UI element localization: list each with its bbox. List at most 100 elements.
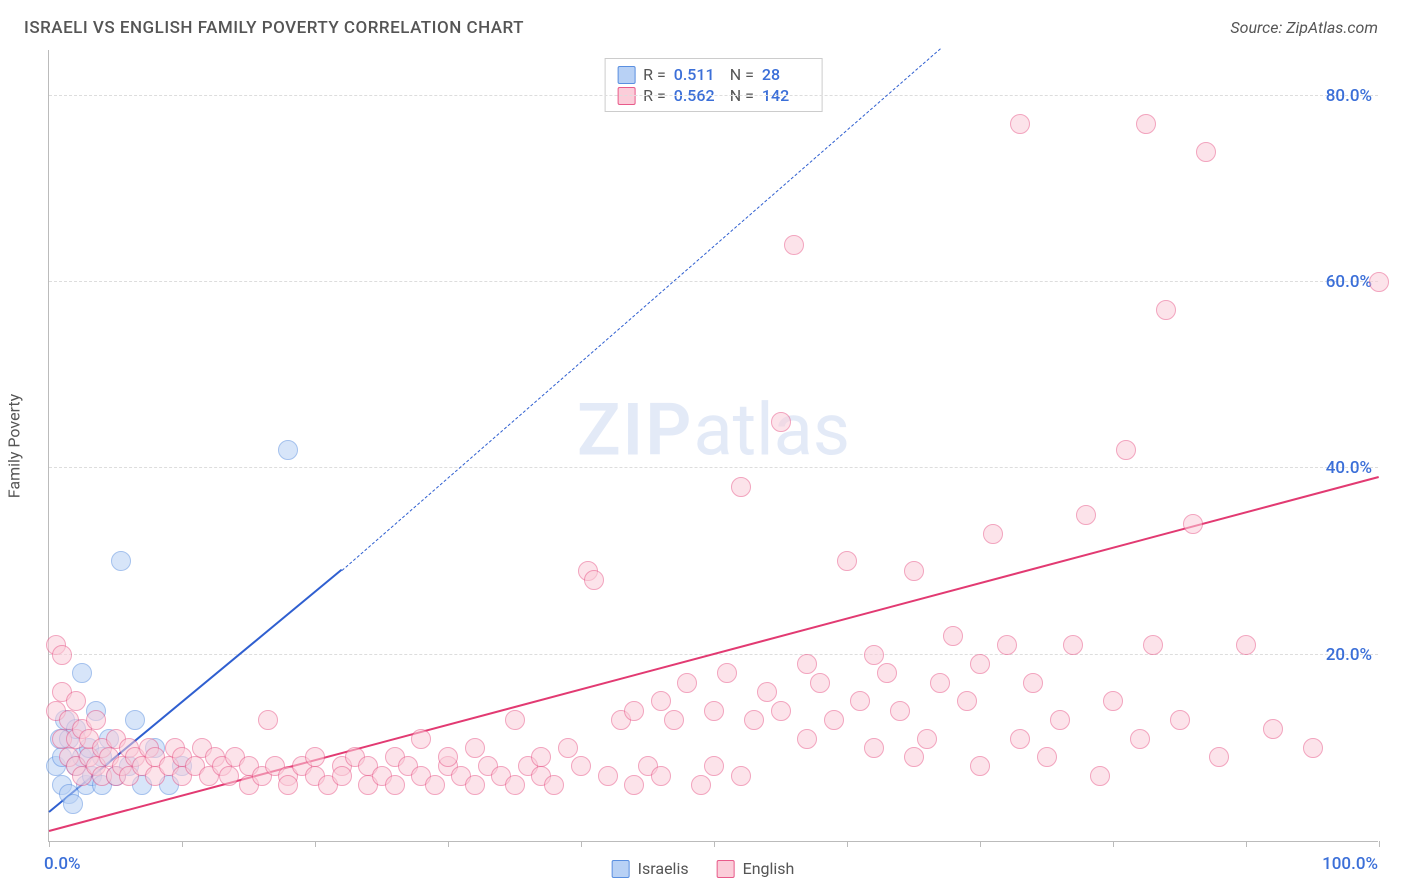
- data-marker: [531, 747, 551, 767]
- gridline: [49, 467, 1378, 468]
- data-marker: [411, 729, 431, 749]
- data-marker: [278, 775, 298, 795]
- data-marker: [624, 775, 644, 795]
- x-tick: [847, 841, 848, 847]
- data-marker: [544, 775, 564, 795]
- legend-swatch: [612, 860, 630, 878]
- y-tick-label: 80.0%: [1326, 86, 1372, 106]
- legend-swatch: [717, 860, 735, 878]
- data-marker: [904, 747, 924, 767]
- data-marker: [864, 738, 884, 758]
- y-axis-label: Family Poverty: [5, 394, 24, 498]
- data-marker: [824, 710, 844, 730]
- data-marker: [864, 645, 884, 665]
- data-marker: [717, 663, 737, 683]
- data-marker: [877, 663, 897, 683]
- x-tick: [315, 841, 316, 847]
- legend-stats-panel: R =0.511N =28R =0.562N =142: [604, 58, 823, 112]
- data-marker: [1130, 729, 1150, 749]
- watermark-atlas: atlas: [693, 387, 850, 472]
- data-marker: [890, 701, 910, 721]
- data-marker: [837, 551, 857, 571]
- legend-stats-row: R =0.511N =28: [617, 65, 810, 84]
- x-tick: [1113, 841, 1114, 847]
- data-marker: [691, 775, 711, 795]
- legend-item: English: [717, 859, 795, 878]
- data-marker: [111, 551, 131, 571]
- data-marker: [1090, 766, 1110, 786]
- data-marker: [1236, 635, 1256, 655]
- data-marker: [505, 710, 525, 730]
- data-marker: [63, 794, 83, 814]
- data-marker: [757, 682, 777, 702]
- data-marker: [1037, 747, 1057, 767]
- x-tick: [581, 841, 582, 847]
- data-marker: [731, 766, 751, 786]
- watermark: ZIPatlas: [577, 387, 850, 472]
- data-marker: [771, 412, 791, 432]
- data-marker: [305, 747, 325, 767]
- data-marker: [465, 738, 485, 758]
- data-marker: [771, 701, 791, 721]
- data-marker: [1023, 673, 1043, 693]
- data-marker: [1183, 514, 1203, 534]
- data-marker: [651, 766, 671, 786]
- data-marker: [1136, 114, 1156, 134]
- data-marker: [784, 235, 804, 255]
- x-tick: [1379, 841, 1380, 847]
- data-marker: [1010, 729, 1030, 749]
- data-marker: [704, 756, 724, 776]
- data-marker: [1170, 710, 1190, 730]
- data-marker: [425, 775, 445, 795]
- data-marker: [1116, 440, 1136, 460]
- data-marker: [1303, 738, 1323, 758]
- data-marker: [598, 766, 618, 786]
- data-marker: [983, 524, 1003, 544]
- watermark-zip: ZIP: [577, 387, 693, 472]
- y-tick-label: 40.0%: [1326, 458, 1372, 478]
- data-marker: [1076, 505, 1096, 525]
- x-tick: [182, 841, 183, 847]
- data-marker: [66, 691, 86, 711]
- data-marker: [731, 477, 751, 497]
- n-label: N =: [730, 65, 754, 84]
- chart-title: ISRAELI VS ENGLISH FAMILY POVERTY CORREL…: [24, 18, 524, 38]
- data-marker: [651, 691, 671, 711]
- data-marker: [332, 766, 352, 786]
- data-marker: [970, 756, 990, 776]
- x-tick: [714, 841, 715, 847]
- data-marker: [850, 691, 870, 711]
- data-marker: [505, 775, 525, 795]
- data-marker: [584, 570, 604, 590]
- legend-bottom: Israelis English: [612, 859, 795, 878]
- r-label: R =: [643, 65, 666, 84]
- legend-label: English: [743, 859, 795, 878]
- x-tick: [980, 841, 981, 847]
- x-tick: [1246, 841, 1247, 847]
- gridline: [49, 95, 1378, 96]
- data-marker: [558, 738, 578, 758]
- data-marker: [744, 710, 764, 730]
- data-marker: [278, 440, 298, 460]
- data-marker: [943, 626, 963, 646]
- legend-swatch: [617, 66, 635, 84]
- data-marker: [1143, 635, 1163, 655]
- data-marker: [930, 673, 950, 693]
- regression-line: [341, 48, 940, 571]
- y-tick-label: 20.0%: [1326, 645, 1372, 665]
- gridline: [49, 281, 1378, 282]
- y-tick-label: 60.0%: [1326, 272, 1372, 292]
- x-tick: [49, 841, 50, 847]
- data-marker: [72, 663, 92, 683]
- data-marker: [258, 710, 278, 730]
- data-marker: [1196, 142, 1216, 162]
- legend-label: Israelis: [638, 859, 689, 878]
- data-marker: [797, 654, 817, 674]
- data-marker: [970, 654, 990, 674]
- data-marker: [125, 710, 145, 730]
- x-axis-start-label: 0.0%: [44, 854, 81, 874]
- data-marker: [1063, 635, 1083, 655]
- data-marker: [917, 729, 937, 749]
- data-marker: [957, 691, 977, 711]
- data-marker: [997, 635, 1017, 655]
